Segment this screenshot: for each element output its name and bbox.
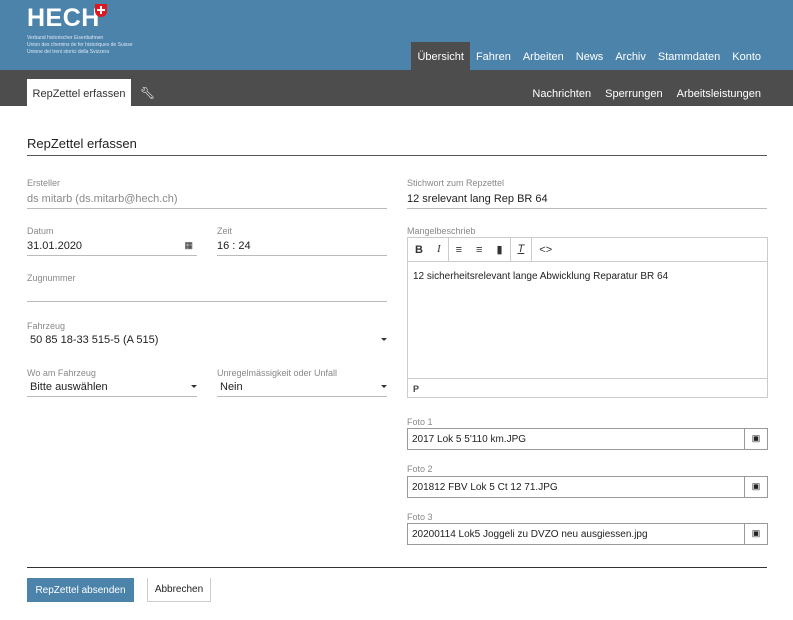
main-nav: Übersicht Fahren Arbeiten News Archiv St… [411,42,767,70]
folder-icon[interactable]: ▣ [751,528,761,538]
tab-repzettel-erfassen[interactable]: RepZettel erfassen [27,79,131,106]
logo-subtitle: Unione dei treni storici della Svizzera [27,49,109,55]
nav-uebersicht[interactable]: Übersicht [411,42,470,70]
foto1-input[interactable]: 2017 Lok 5 5'110 km.JPG ▣ [407,428,768,450]
bold-icon[interactable]: B [415,243,423,256]
foto3-label: Foto 3 [407,512,433,522]
fahrzeug-select[interactable]: 50 85 18-33 515-5 (A 515) [27,330,387,350]
rich-text-editor: B I ≡ ≡ ▮ T <> 12 sicherheitsrelevant la… [407,237,768,398]
logo[interactable]: HECH [27,4,100,32]
wrench-icon[interactable]: 🔧︎ [140,86,156,100]
sub-nav: Nachrichten Sperrungen Arbeitsleistungen [532,88,761,100]
paste-icon[interactable]: ▮ [489,237,511,262]
foto3-filename: 20200114 Lok5 Joggeli zu DVZO neu ausgie… [408,524,745,544]
editor-content[interactable]: 12 sicherheitsrelevant lange Abwicklung … [413,271,669,282]
wo-value: Bitte auswählen [30,381,108,393]
sub-bar [0,70,793,106]
fahrzeug-label: Fahrzeug [27,321,66,331]
chevron-down-icon [381,338,387,341]
logo-subtitle: Union des chemins de fer historiques de … [27,42,133,48]
mangel-label: Mangelbeschrieb [407,226,476,236]
nav-archiv[interactable]: Archiv [615,51,646,63]
submit-button[interactable]: RepZettel absenden [27,578,134,602]
divider [27,567,767,568]
fahrzeug-value: 50 85 18-33 515-5 (A 515) [30,334,159,346]
foto2-label: Foto 2 [407,464,433,474]
foto1-filename: 2017 Lok 5 5'110 km.JPG [408,429,745,449]
italic-icon[interactable]: I [430,237,449,262]
zeit-label: Zeit [217,226,233,236]
unfall-value: Nein [220,381,243,393]
foto2-filename: 201812 FBV Lok 5 Ct 12 71.JPG [408,477,745,497]
bullet-list-icon[interactable]: ≡ [455,243,463,256]
logo-subtitle: Verband historischer Eisenbahnen [27,35,104,41]
folder-icon[interactable]: ▣ [751,481,761,491]
foto3-input[interactable]: 20200114 Lok5 Joggeli zu DVZO neu ausgie… [407,523,768,545]
stichwort-field[interactable]: 12 srelevant lang Rep BR 64 [407,189,767,209]
editor-path: P [408,378,767,398]
datum-field[interactable]: 31.01.2020 ▦ [27,236,197,256]
calendar-icon[interactable]: ▦ [184,240,193,250]
zugnummer-field[interactable] [27,282,387,302]
stichwort-label: Stichwort zum Repzettel [407,178,505,188]
nav-stammdaten[interactable]: Stammdaten [657,51,721,63]
subnav-arbeitsleistungen[interactable]: Arbeitsleistungen [676,88,761,100]
wo-label: Wo am Fahrzeug [27,368,96,378]
nav-konto[interactable]: Konto [732,51,761,63]
editor-toolbar: B I ≡ ≡ ▮ T <> [408,237,767,262]
wo-select[interactable]: Bitte auswählen [27,377,197,397]
unfall-select[interactable]: Nein [217,377,387,397]
nav-fahren[interactable]: Fahren [475,51,511,63]
nav-arbeiten[interactable]: Arbeiten [522,51,564,63]
chevron-down-icon [381,385,387,388]
foto2-input[interactable]: 201812 FBV Lok 5 Ct 12 71.JPG ▣ [407,476,768,498]
clear-format-icon[interactable]: T [511,237,533,262]
foto1-label: Foto 1 [407,417,433,427]
ersteller-label: Ersteller [27,178,61,188]
folder-icon[interactable]: ▣ [751,433,761,443]
chevron-down-icon [191,385,197,388]
numbered-list-icon[interactable]: ≡ [476,243,483,256]
page-title: RepZettel erfassen [27,136,137,151]
cancel-button[interactable]: Abbrechen [147,578,211,602]
zugnummer-label: Zugnummer [27,273,76,283]
unfall-label: Unregelmässigkeit oder Unfall [217,368,338,378]
zeit-field[interactable]: 16 : 24 [217,236,387,256]
subnav-nachrichten[interactable]: Nachrichten [532,88,592,100]
divider [27,155,767,156]
ersteller-field: ds mitarb (ds.mitarb@hech.ch) [27,189,387,209]
datum-label: Datum [27,226,54,236]
source-code-icon[interactable]: <> [539,243,553,256]
header [0,0,793,70]
datum-value: 31.01.2020 [27,240,83,252]
swiss-flag-icon [95,4,107,17]
subnav-sperrungen[interactable]: Sperrungen [605,88,663,100]
nav-news[interactable]: News [575,51,604,63]
